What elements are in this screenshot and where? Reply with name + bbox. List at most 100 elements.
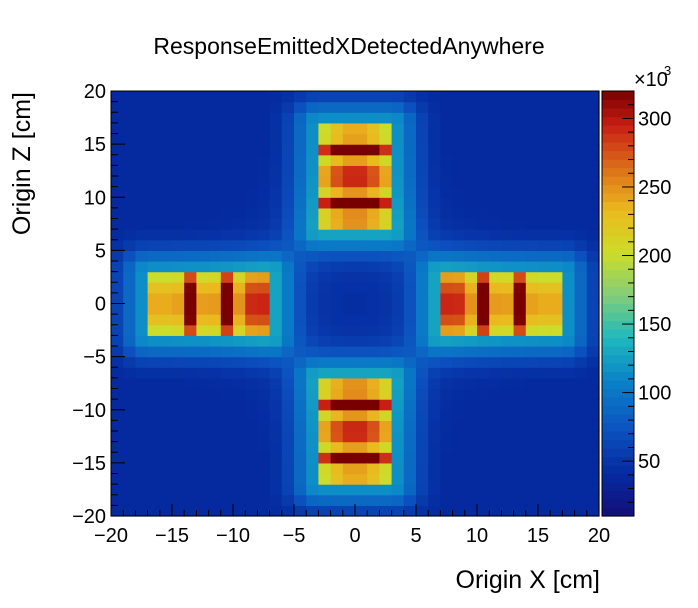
heatmap-cell xyxy=(269,303,283,315)
heatmap-cell xyxy=(184,292,197,305)
heatmap-cell xyxy=(391,271,405,283)
heatmap-cell xyxy=(159,462,173,475)
heatmap-cell xyxy=(196,207,210,220)
heatmap-cell xyxy=(428,324,441,336)
heatmap-cell xyxy=(123,431,136,443)
heatmap-cell xyxy=(208,91,222,103)
heatmap-cell xyxy=(428,154,441,166)
heatmap-cell xyxy=(172,335,185,347)
heatmap-cell xyxy=(208,335,222,347)
heatmap-cell xyxy=(208,377,222,390)
heatmap-cell xyxy=(562,250,576,262)
heatmap-cell xyxy=(208,176,222,188)
heatmap-cell xyxy=(440,250,454,262)
heatmap-cell xyxy=(416,314,429,326)
heatmap-cell xyxy=(574,441,588,453)
heatmap-cell xyxy=(220,197,234,209)
heatmap-cell xyxy=(586,484,600,496)
heatmap-cell xyxy=(294,292,307,305)
heatmap-cell xyxy=(111,388,124,400)
heatmap-cell xyxy=(416,505,429,517)
heatmap-cell xyxy=(525,484,539,496)
heatmap-cell xyxy=(184,207,197,220)
heatmap-cell xyxy=(172,346,185,358)
heatmap-cell xyxy=(440,282,454,294)
heatmap-cell xyxy=(562,239,576,251)
heatmap-cell xyxy=(440,261,454,273)
heatmap-cell xyxy=(513,431,527,443)
heatmap-cell xyxy=(147,197,161,209)
color-scale-band xyxy=(602,380,634,390)
heatmap-cell xyxy=(464,399,478,411)
heatmap-cell xyxy=(355,324,368,336)
heatmap-cell xyxy=(233,239,246,251)
heatmap-cell xyxy=(464,388,478,400)
heatmap-cell xyxy=(172,388,185,400)
heatmap-cell xyxy=(428,494,441,506)
heatmap-cell xyxy=(294,377,307,390)
heatmap-cell xyxy=(586,144,600,156)
heatmap-cell xyxy=(452,409,466,421)
heatmap-cell xyxy=(367,462,380,475)
color-scale-band xyxy=(602,329,634,339)
heatmap-cell xyxy=(440,144,454,156)
heatmap-cell xyxy=(440,356,454,368)
heatmap-cell xyxy=(220,165,234,177)
heatmap-cell xyxy=(379,239,393,251)
heatmap-cell xyxy=(562,314,576,326)
heatmap-cell xyxy=(159,324,173,336)
heatmap-cell xyxy=(159,314,173,326)
heatmap-cell xyxy=(416,101,429,113)
heatmap-cell xyxy=(452,388,466,400)
heatmap-cell xyxy=(196,346,210,358)
heatmap-cell xyxy=(147,441,161,453)
heatmap-cell xyxy=(538,367,551,379)
color-scale-band xyxy=(602,269,634,279)
heatmap-cell xyxy=(306,101,319,113)
heatmap-cell xyxy=(403,197,417,209)
heatmap-cell xyxy=(257,420,271,432)
heatmap-cell xyxy=(306,239,319,251)
heatmap-cell xyxy=(477,420,490,432)
y-tick-label: 5 xyxy=(95,240,106,262)
heatmap-cell xyxy=(135,441,149,453)
heatmap-cell xyxy=(220,112,234,124)
heatmap-cell xyxy=(464,335,478,347)
heatmap-cell xyxy=(330,207,344,220)
heatmap-cell xyxy=(416,154,429,166)
x-tick-label: 15 xyxy=(527,525,549,547)
heatmap-cell xyxy=(403,462,417,475)
color-scale-band xyxy=(602,201,634,211)
heatmap-cell xyxy=(123,399,136,411)
heatmap-cell xyxy=(477,335,490,347)
heatmap-cell xyxy=(172,324,185,336)
heatmap-cell xyxy=(391,186,405,198)
heatmap-cell xyxy=(416,122,429,135)
heatmap-cell xyxy=(159,441,173,453)
heatmap-cell xyxy=(550,335,563,347)
heatmap-cell xyxy=(416,91,429,103)
heatmap-cell xyxy=(111,91,124,103)
heatmap-cell xyxy=(281,473,295,485)
heatmap-cell xyxy=(306,367,319,379)
heatmap-cell xyxy=(477,250,490,262)
heatmap-cell xyxy=(428,197,441,209)
heatmap-cell xyxy=(391,356,405,368)
heatmap-cell xyxy=(245,282,258,294)
heatmap-cell xyxy=(391,399,405,411)
heatmap-cell xyxy=(513,250,527,262)
heatmap-cell xyxy=(159,197,173,209)
heatmap-cell xyxy=(184,314,197,326)
heatmap-cell xyxy=(586,473,600,485)
heatmap-cell xyxy=(257,133,271,145)
heatmap-cell xyxy=(147,377,161,390)
heatmap-cell xyxy=(208,388,222,400)
heatmap-cell xyxy=(464,176,478,188)
color-scale-tick-label: 100 xyxy=(638,383,671,405)
heatmap-cell xyxy=(135,377,149,390)
heatmap-cell xyxy=(538,473,551,485)
heatmap-cell xyxy=(391,505,405,517)
heatmap-cell xyxy=(111,431,124,443)
heatmap-cell xyxy=(513,282,527,294)
heatmap-cell xyxy=(147,335,161,347)
